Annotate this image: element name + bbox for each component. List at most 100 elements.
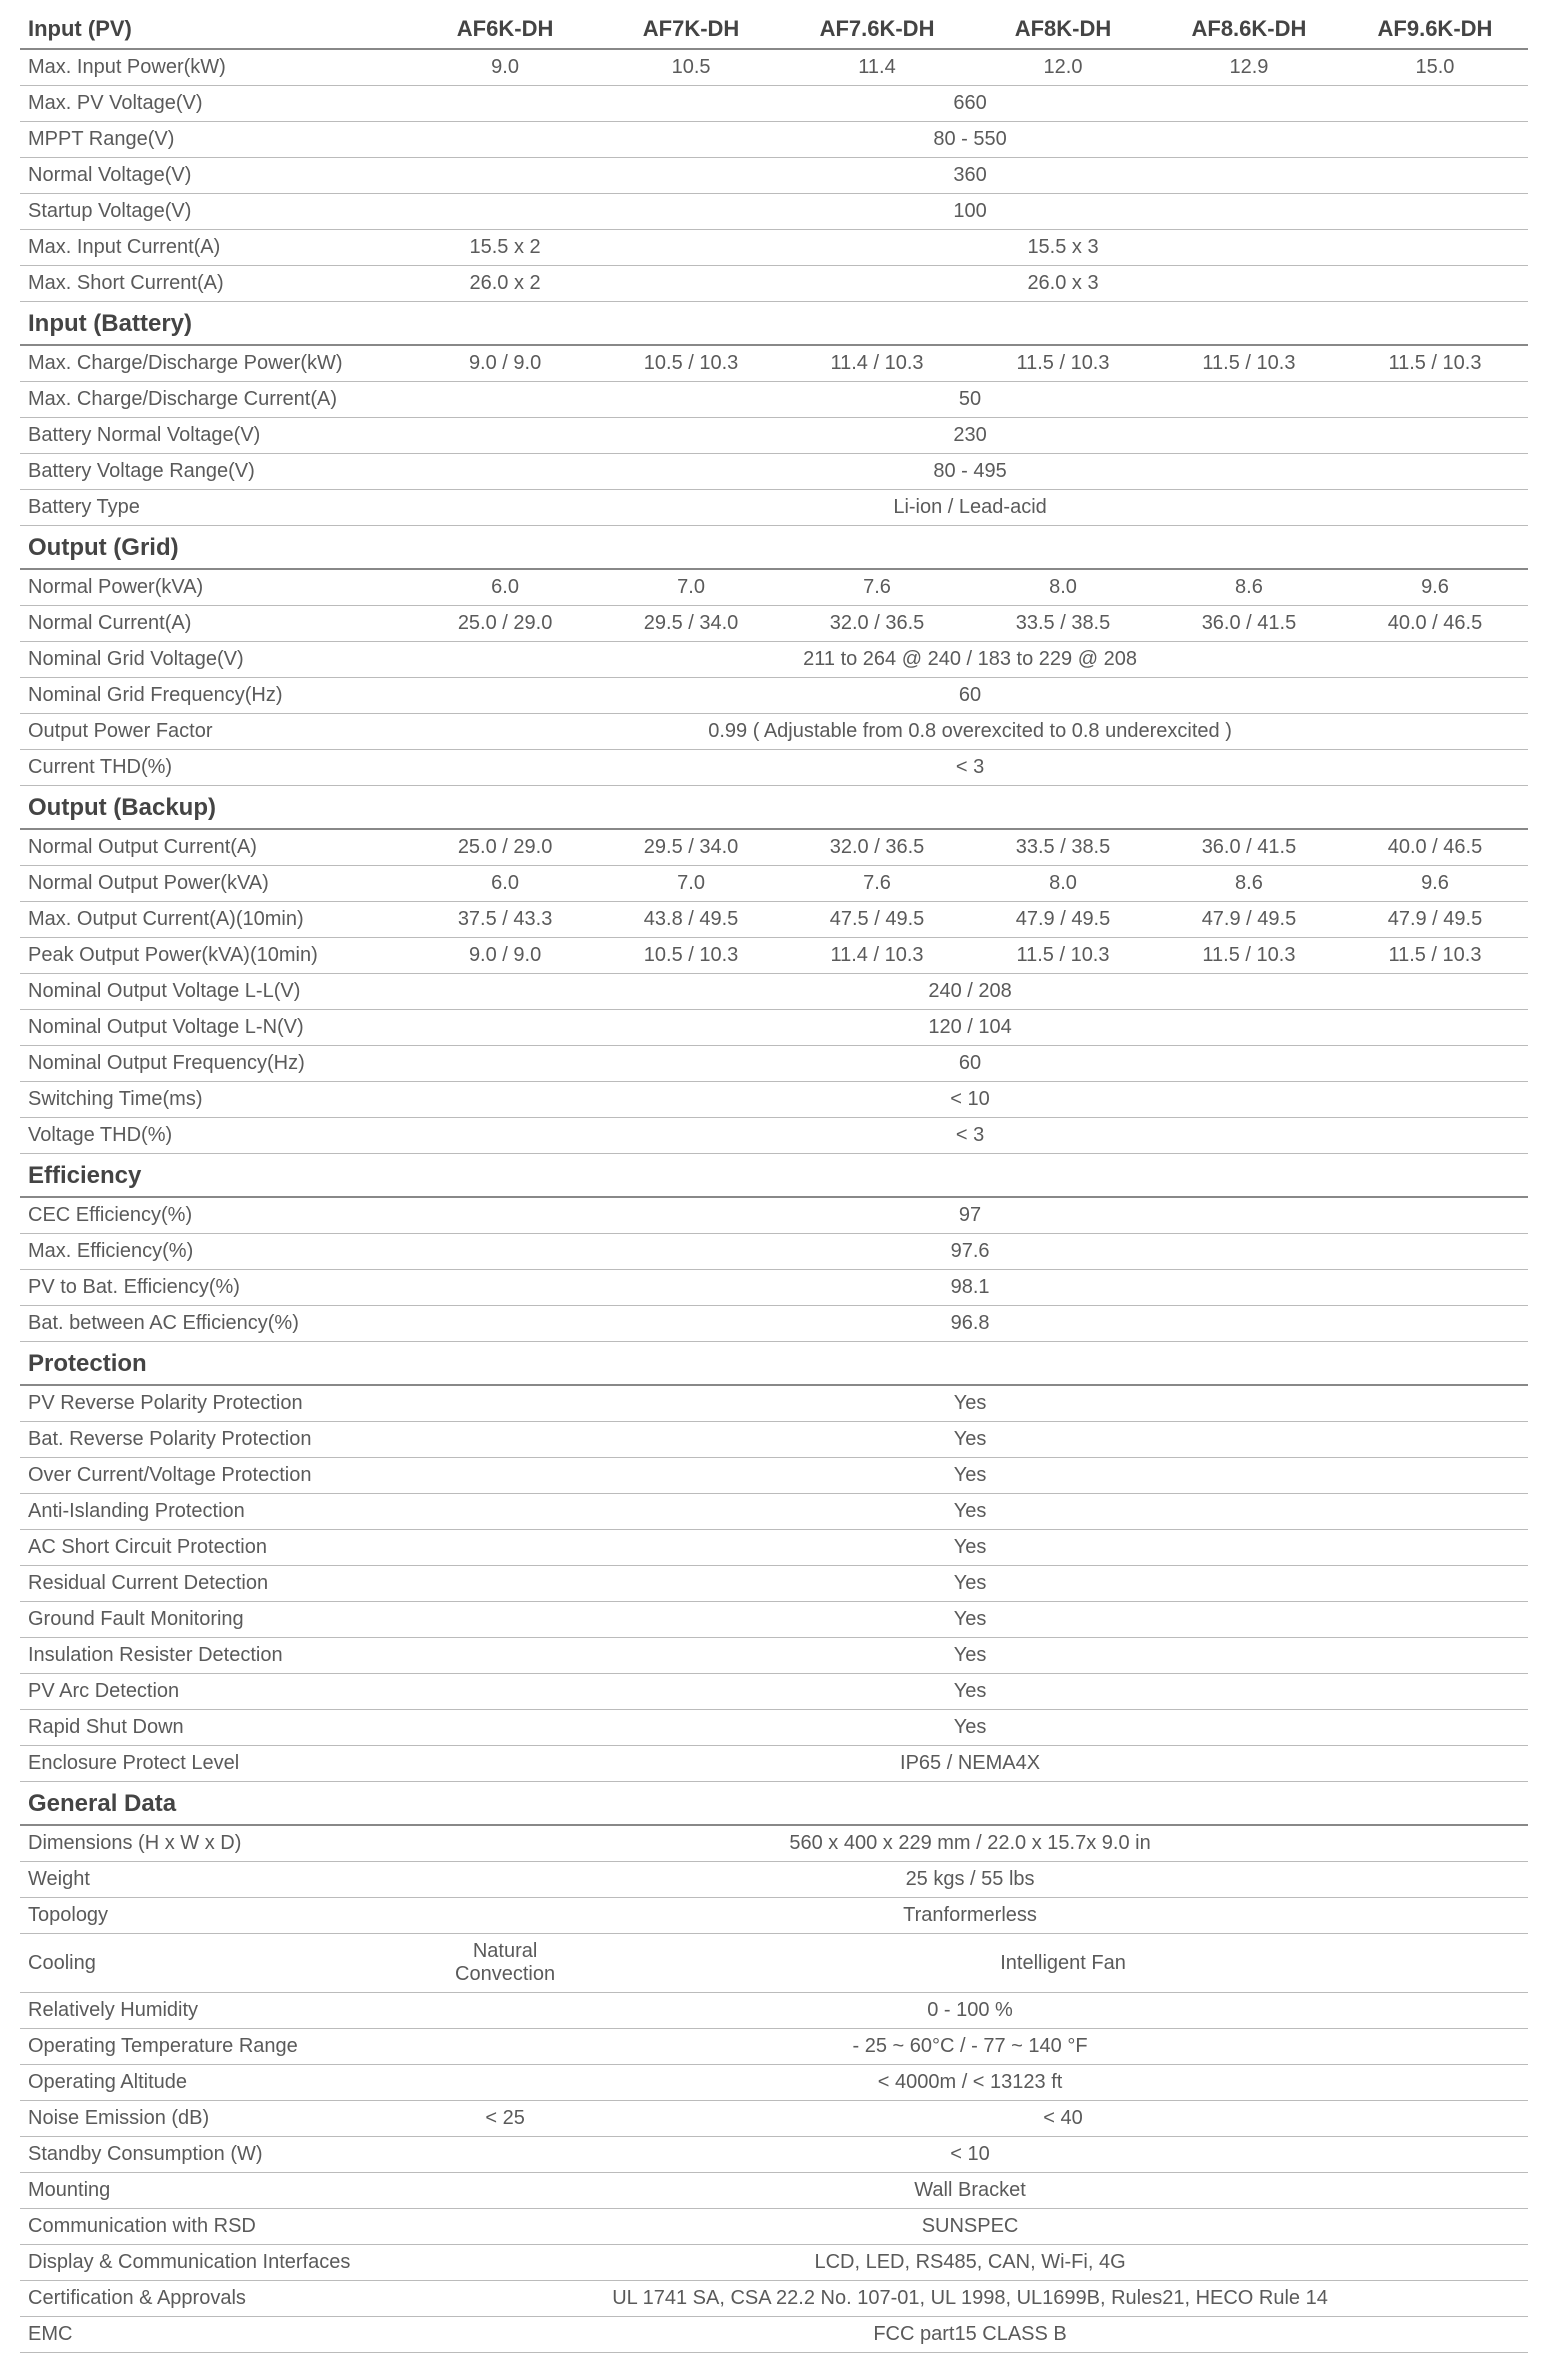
row-value: 50	[412, 382, 1528, 418]
row-value: Yes	[412, 1530, 1528, 1566]
table-row: Operating Temperature Range- 25 ~ 60°C /…	[20, 2029, 1528, 2065]
row-value: 11.5 / 10.3	[1156, 345, 1342, 382]
row-value: 211 to 264 @ 240 / 183 to 229 @ 208	[412, 642, 1528, 678]
row-value: IP65 / NEMA4X	[412, 1746, 1528, 1782]
row-value: 37.5 / 43.3	[412, 902, 598, 938]
row-label: Residual Current Detection	[20, 1566, 412, 1602]
row-label: Display & Communication Interfaces	[20, 2245, 412, 2281]
row-value: 230	[412, 418, 1528, 454]
row-label: Bat. Reverse Polarity Protection	[20, 1422, 412, 1458]
row-label: Normal Output Power(kVA)	[20, 866, 412, 902]
row-value: 60	[412, 678, 1528, 714]
row-value: 29.5 / 34.0	[598, 606, 784, 642]
row-label: Operating Altitude	[20, 2065, 412, 2101]
row-value: 29.5 / 34.0	[598, 829, 784, 866]
row-value: Wall Bracket	[412, 2173, 1528, 2209]
table-row: Rapid Shut DownYes	[20, 1710, 1528, 1746]
row-value: < 3	[412, 1118, 1528, 1154]
row-value: 25.0 / 29.0	[412, 829, 598, 866]
table-row: PV to Bat. Efficiency(%)98.1	[20, 1270, 1528, 1306]
table-row: Battery TypeLi-ion / Lead-acid	[20, 490, 1528, 526]
row-label: Weight	[20, 1862, 412, 1898]
table-row: Bat. between AC Efficiency(%)96.8	[20, 1306, 1528, 1342]
table-row: Normal Power(kVA)6.07.07.68.08.69.6	[20, 569, 1528, 606]
row-value: Yes	[412, 1710, 1528, 1746]
row-value: 26.0 x 2	[412, 266, 598, 302]
row-label: Nominal Output Voltage L-L(V)	[20, 974, 412, 1010]
table-row: Normal Output Power(kVA)6.07.07.68.08.69…	[20, 866, 1528, 902]
row-value: < 4000m / < 13123 ft	[412, 2065, 1528, 2101]
row-label: Battery Voltage Range(V)	[20, 454, 412, 490]
section-title: Protection	[20, 1342, 1528, 1386]
row-value: 33.5 / 38.5	[970, 829, 1156, 866]
table-row: MPPT Range(V)80 - 550	[20, 122, 1528, 158]
row-value: - 25 ~ 60°C / - 77 ~ 140 °F	[412, 2029, 1528, 2065]
row-value: 7.6	[784, 866, 970, 902]
row-label: Relatively Humidity	[20, 1993, 412, 2029]
row-label: Max. Efficiency(%)	[20, 1234, 412, 1270]
table-row: Battery Voltage Range(V)80 - 495	[20, 454, 1528, 490]
row-label: Normal Voltage(V)	[20, 158, 412, 194]
table-row: Anti-Islanding ProtectionYes	[20, 1494, 1528, 1530]
table-row: Startup Voltage(V)100	[20, 194, 1528, 230]
row-value: 0 - 100 %	[412, 1993, 1528, 2029]
row-value: 9.0 / 9.0	[412, 938, 598, 974]
row-label: Peak Output Power(kVA)(10min)	[20, 938, 412, 974]
table-row: Bat. Reverse Polarity ProtectionYes	[20, 1422, 1528, 1458]
table-row: Switching Time(ms)< 10	[20, 1082, 1528, 1118]
row-value: 11.5 / 10.3	[1342, 938, 1528, 974]
row-label: Max. Charge/Discharge Current(A)	[20, 382, 412, 418]
table-row: AC Short Circuit ProtectionYes	[20, 1530, 1528, 1566]
row-value: 80 - 495	[412, 454, 1528, 490]
row-value: 9.6	[1342, 569, 1528, 606]
model-header: AF7.6K-DH	[784, 10, 970, 49]
row-value: 7.0	[598, 866, 784, 902]
row-value: 11.5 / 10.3	[970, 938, 1156, 974]
table-row: PV Arc DetectionYes	[20, 1674, 1528, 1710]
row-value: 560 x 400 x 229 mm / 22.0 x 15.7x 9.0 in	[412, 1825, 1528, 1862]
row-label: Voltage THD(%)	[20, 1118, 412, 1154]
row-value: 11.4	[784, 49, 970, 86]
row-value: 11.5 / 10.3	[970, 345, 1156, 382]
row-label: Battery Type	[20, 490, 412, 526]
table-row: Nominal Grid Voltage(V)211 to 264 @ 240 …	[20, 642, 1528, 678]
row-value: 11.4 / 10.3	[784, 345, 970, 382]
table-row: Display & Communication InterfacesLCD, L…	[20, 2245, 1528, 2281]
row-value: 97.6	[412, 1234, 1528, 1270]
table-row: Battery Normal Voltage(V)230	[20, 418, 1528, 454]
row-value: 7.0	[598, 569, 784, 606]
row-value: < 25	[412, 2101, 598, 2137]
row-value: 98.1	[412, 1270, 1528, 1306]
row-value: 11.5 / 10.3	[1342, 345, 1528, 382]
row-label: Max. Charge/Discharge Power(kW)	[20, 345, 412, 382]
row-value: 11.4 / 10.3	[784, 938, 970, 974]
row-label: Communication with RSD	[20, 2209, 412, 2245]
row-value: 11.5 / 10.3	[1156, 938, 1342, 974]
row-value: 8.0	[970, 569, 1156, 606]
model-header: AF7K-DH	[598, 10, 784, 49]
row-value: 47.9 / 49.5	[1156, 902, 1342, 938]
row-value: 9.0 / 9.0	[412, 345, 598, 382]
table-row: Max. Input Current(A)15.5 x 215.5 x 3	[20, 230, 1528, 266]
row-label: Nominal Grid Frequency(Hz)	[20, 678, 412, 714]
row-value: 47.9 / 49.5	[1342, 902, 1528, 938]
row-value: Natural Convection	[412, 1934, 598, 1993]
table-row: Peak Output Power(kVA)(10min)9.0 / 9.010…	[20, 938, 1528, 974]
table-row: Max. Output Current(A)(10min)37.5 / 43.3…	[20, 902, 1528, 938]
table-row: Max. Charge/Discharge Current(A)50	[20, 382, 1528, 418]
model-header: AF9.6K-DH	[1342, 10, 1528, 49]
row-value: 60	[412, 1046, 1528, 1082]
row-label: Battery Normal Voltage(V)	[20, 418, 412, 454]
model-header: AF6K-DH	[412, 10, 598, 49]
row-label: Current THD(%)	[20, 750, 412, 786]
row-value: 8.6	[1156, 866, 1342, 902]
table-row: Ground Fault MonitoringYes	[20, 1602, 1528, 1638]
row-value: Yes	[412, 1494, 1528, 1530]
row-value: 26.0 x 3	[598, 266, 1528, 302]
row-label: Switching Time(ms)	[20, 1082, 412, 1118]
table-row: Normal Current(A)25.0 / 29.029.5 / 34.03…	[20, 606, 1528, 642]
row-value: UL 1741 SA, CSA 22.2 No. 107-01, UL 1998…	[412, 2281, 1528, 2317]
row-label: Max. Input Current(A)	[20, 230, 412, 266]
section-title: Output (Backup)	[20, 786, 1528, 830]
row-value: < 3	[412, 750, 1528, 786]
